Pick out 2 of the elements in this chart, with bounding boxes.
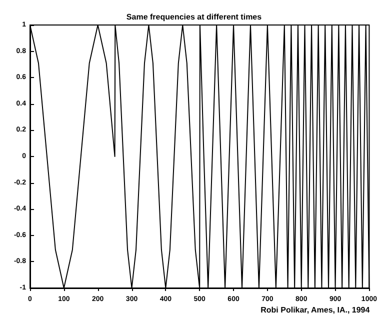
text: Robi Polikar, Ames, IA., 1994 [260, 306, 370, 314]
chart-title: Same frequencies at different times [126, 12, 262, 22]
